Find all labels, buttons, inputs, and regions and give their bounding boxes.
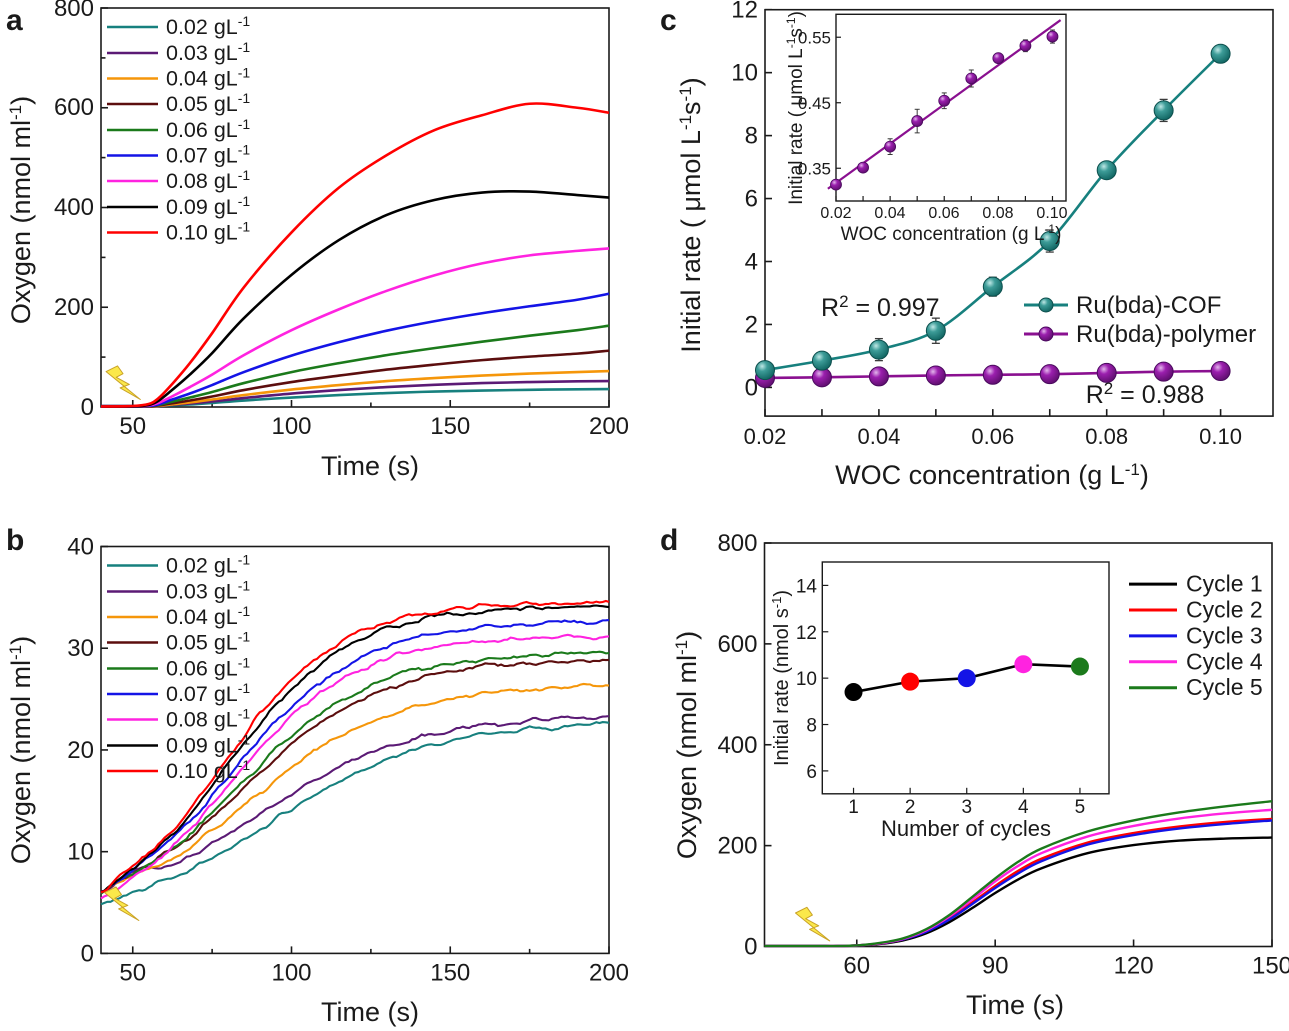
svg-text:200: 200 — [717, 833, 757, 860]
svg-text:2: 2 — [905, 797, 916, 818]
svg-text:800: 800 — [717, 530, 757, 557]
svg-text:90: 90 — [982, 953, 1009, 980]
svg-text:1: 1 — [848, 797, 859, 818]
svg-text:3: 3 — [961, 797, 972, 818]
svg-text:600: 600 — [717, 631, 757, 658]
svg-text:0: 0 — [744, 934, 757, 961]
svg-text:60: 60 — [843, 953, 870, 980]
svg-text:10: 10 — [796, 669, 817, 690]
svg-text:14: 14 — [796, 576, 818, 597]
svg-text:400: 400 — [717, 732, 757, 759]
svg-text:Cycle 1: Cycle 1 — [1186, 571, 1263, 597]
svg-text:12: 12 — [796, 623, 817, 644]
svg-text:8: 8 — [806, 716, 817, 737]
svg-text:5: 5 — [1075, 797, 1086, 818]
svg-text:Time (s): Time (s) — [966, 990, 1064, 1020]
svg-text:6: 6 — [806, 762, 817, 783]
svg-text:d: d — [660, 524, 678, 557]
svg-text:Initial rate (nmol s-1): Initial rate (nmol s-1) — [769, 590, 794, 766]
svg-text:Cycle 4: Cycle 4 — [1186, 648, 1263, 674]
svg-text:Oxygen (nmol ml-1): Oxygen (nmol ml-1) — [672, 631, 703, 859]
svg-text:Number of cycles: Number of cycles — [881, 816, 1051, 841]
svg-text:Cycle 5: Cycle 5 — [1186, 674, 1263, 700]
svg-text:4: 4 — [1018, 797, 1029, 818]
svg-text:Cycle 3: Cycle 3 — [1186, 622, 1263, 648]
svg-text:Cycle 2: Cycle 2 — [1186, 597, 1263, 623]
svg-text:120: 120 — [1114, 953, 1154, 980]
svg-text:150: 150 — [1252, 953, 1289, 980]
